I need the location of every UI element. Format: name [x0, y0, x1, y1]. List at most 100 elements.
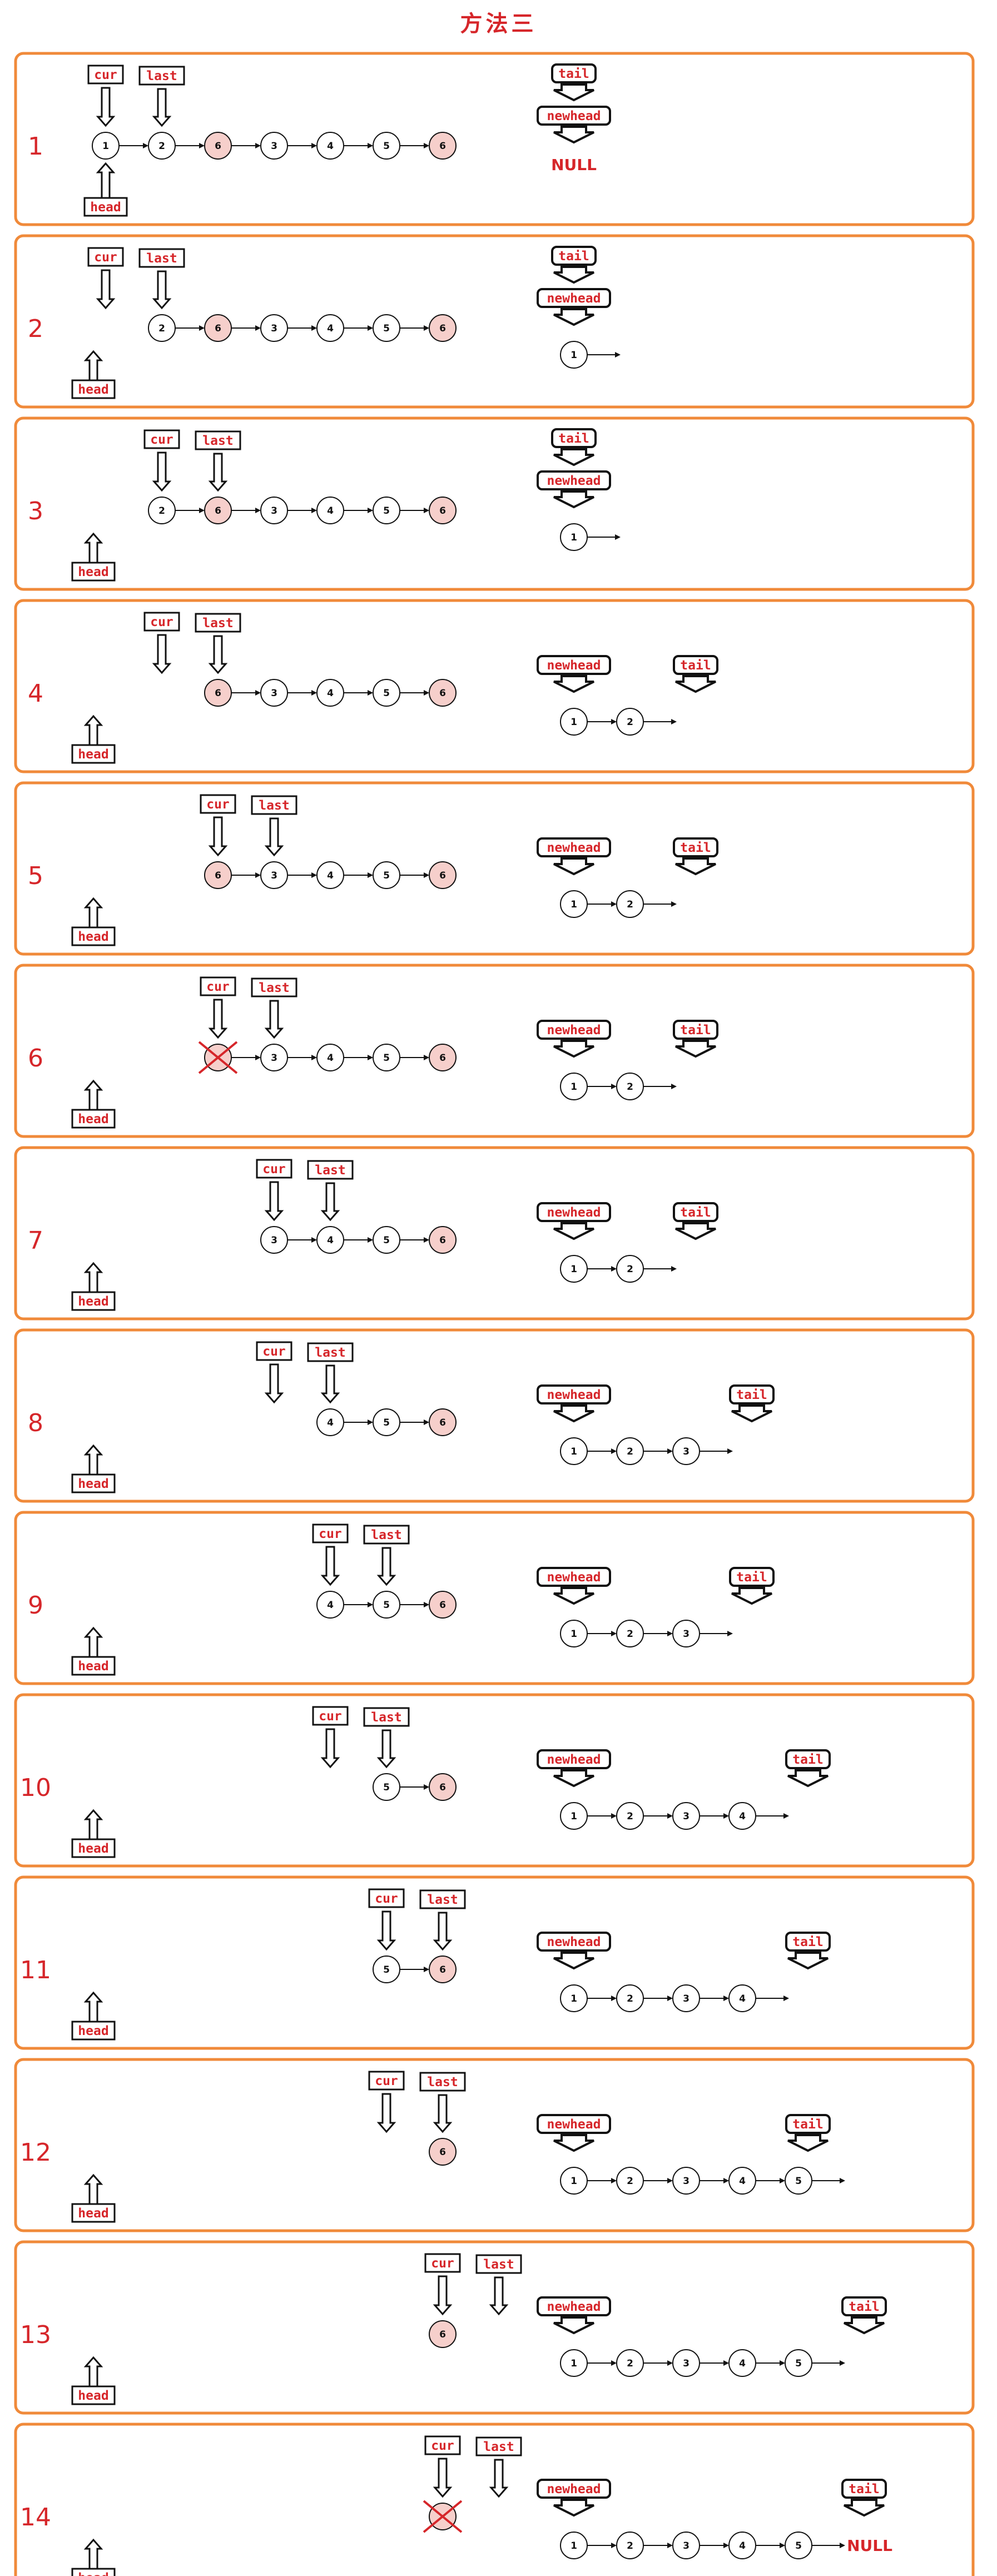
old-list-node — [316, 1591, 344, 1619]
new-tail-arrow-head — [671, 1266, 677, 1272]
last-arrow — [376, 1729, 396, 1769]
tail-arrow — [553, 83, 594, 102]
new-tail-arrow-head — [671, 719, 677, 724]
new-link-arrow-head — [667, 1448, 673, 1454]
cur-label-box — [368, 1888, 405, 1908]
new-list-node — [672, 2532, 700, 2559]
old-node-value: 6 — [439, 1417, 446, 1428]
old-list-node — [429, 1408, 457, 1436]
panel-frame — [14, 1146, 975, 1321]
head-label-box — [83, 197, 128, 217]
new-tail-arrow-head — [840, 2543, 845, 2548]
new-link-arrow-head — [723, 2178, 729, 2183]
old-node-value: 4 — [327, 141, 334, 152]
cur-label-box — [143, 612, 180, 632]
tail-label: tail — [558, 431, 589, 446]
cur-label-box — [368, 2071, 405, 2091]
head-label: head — [78, 1842, 108, 1856]
new-link-arrow-head — [611, 1084, 617, 1089]
new-node-value: 4 — [739, 1811, 746, 1822]
new-node-value: 5 — [795, 2176, 802, 2187]
new-list-node — [616, 1073, 644, 1100]
new-tail-arrow-head — [671, 901, 677, 907]
new-link-arrow-head — [611, 719, 617, 724]
tail-arrow — [675, 1222, 716, 1240]
new-link-arrow-head — [667, 2360, 673, 2366]
old-list-node — [373, 1591, 400, 1619]
cur-label: cur — [206, 980, 230, 994]
new-node-value: 3 — [683, 1446, 690, 1457]
last-label-box — [251, 977, 297, 997]
old-list-node — [204, 497, 232, 524]
old-list-node — [429, 2138, 457, 2166]
newhead-label: newhead — [547, 1753, 601, 1767]
newhead-label-box — [537, 655, 611, 675]
cur-label-box — [256, 1159, 292, 1179]
new-link-arrow-head — [780, 2360, 785, 2366]
new-list-node — [560, 1255, 588, 1283]
tail-label: tail — [680, 841, 711, 855]
old-list-node — [429, 1044, 457, 1071]
new-node-value: 2 — [627, 1993, 633, 2004]
tail-arrow — [675, 1040, 716, 1058]
new-list-node — [560, 1802, 588, 1830]
step-number: 14 — [20, 2503, 51, 2532]
new-link-arrow-head — [611, 2178, 617, 2183]
cur-arrow — [376, 1910, 396, 1951]
cur-label: cur — [319, 1527, 342, 1541]
old-node-value: 6 — [439, 1600, 446, 1611]
tail-arrow — [675, 675, 716, 693]
step-panel: 5 6 3 4 5 6 cur last head newhead tail 1 2 — [14, 781, 975, 956]
new-link-arrow-head — [611, 1266, 617, 1272]
newhead-label-box — [537, 1749, 611, 1769]
new-node-value: 2 — [627, 717, 633, 728]
last-label-box — [419, 2072, 466, 2092]
newhead-label: newhead — [547, 1935, 601, 1949]
old-list-node — [373, 314, 400, 342]
new-list-node — [616, 1984, 644, 2012]
tail-label-box — [673, 1202, 718, 1222]
tail-label-box — [841, 2479, 887, 2499]
old-node-value: 5 — [383, 505, 390, 517]
tail-label-box — [551, 428, 597, 448]
old-link-arrow-head — [368, 1237, 373, 1243]
old-link-arrow-head — [368, 508, 373, 513]
old-node-value: 1 — [102, 141, 109, 152]
cur-label: cur — [262, 1162, 286, 1177]
last-label: last — [315, 1346, 345, 1360]
old-node-value: 6 — [439, 2329, 446, 2340]
newhead-label-box — [537, 1202, 611, 1222]
new-list-node — [616, 708, 644, 736]
tail-label: tail — [736, 1388, 767, 1402]
new-link-arrow-head — [611, 1631, 617, 1636]
old-list-node — [429, 1773, 457, 1801]
new-list-node — [560, 708, 588, 736]
tail-label-box — [729, 1384, 775, 1404]
cur-label: cur — [319, 1709, 342, 1724]
old-node-value: 6 — [215, 323, 221, 334]
step-number: 13 — [20, 2321, 51, 2349]
old-list-node — [204, 861, 232, 889]
new-list-node — [672, 1984, 700, 2012]
head-label-box — [71, 2568, 116, 2576]
last-arrow — [264, 817, 284, 857]
old-link-arrow-head — [368, 1055, 373, 1060]
old-link-arrow-head — [199, 143, 205, 148]
last-arrow — [320, 1182, 340, 1222]
new-link-arrow-head — [667, 1631, 673, 1636]
new-list-node — [560, 1437, 588, 1465]
old-link-arrow-head — [424, 690, 429, 696]
panel-frame — [14, 964, 975, 1138]
newhead-label-box — [537, 106, 611, 126]
tail-label-box — [673, 837, 718, 857]
old-link-arrow-head — [368, 872, 373, 878]
last-label: last — [371, 1710, 401, 1725]
head-label: head — [78, 383, 108, 397]
old-node-value: 6 — [439, 2147, 446, 2158]
head-label: head — [78, 1112, 108, 1126]
old-link-arrow-head — [368, 690, 373, 696]
newhead-label: newhead — [547, 2117, 601, 2132]
old-list-node — [373, 1773, 400, 1801]
new-node-value: 1 — [571, 532, 577, 543]
